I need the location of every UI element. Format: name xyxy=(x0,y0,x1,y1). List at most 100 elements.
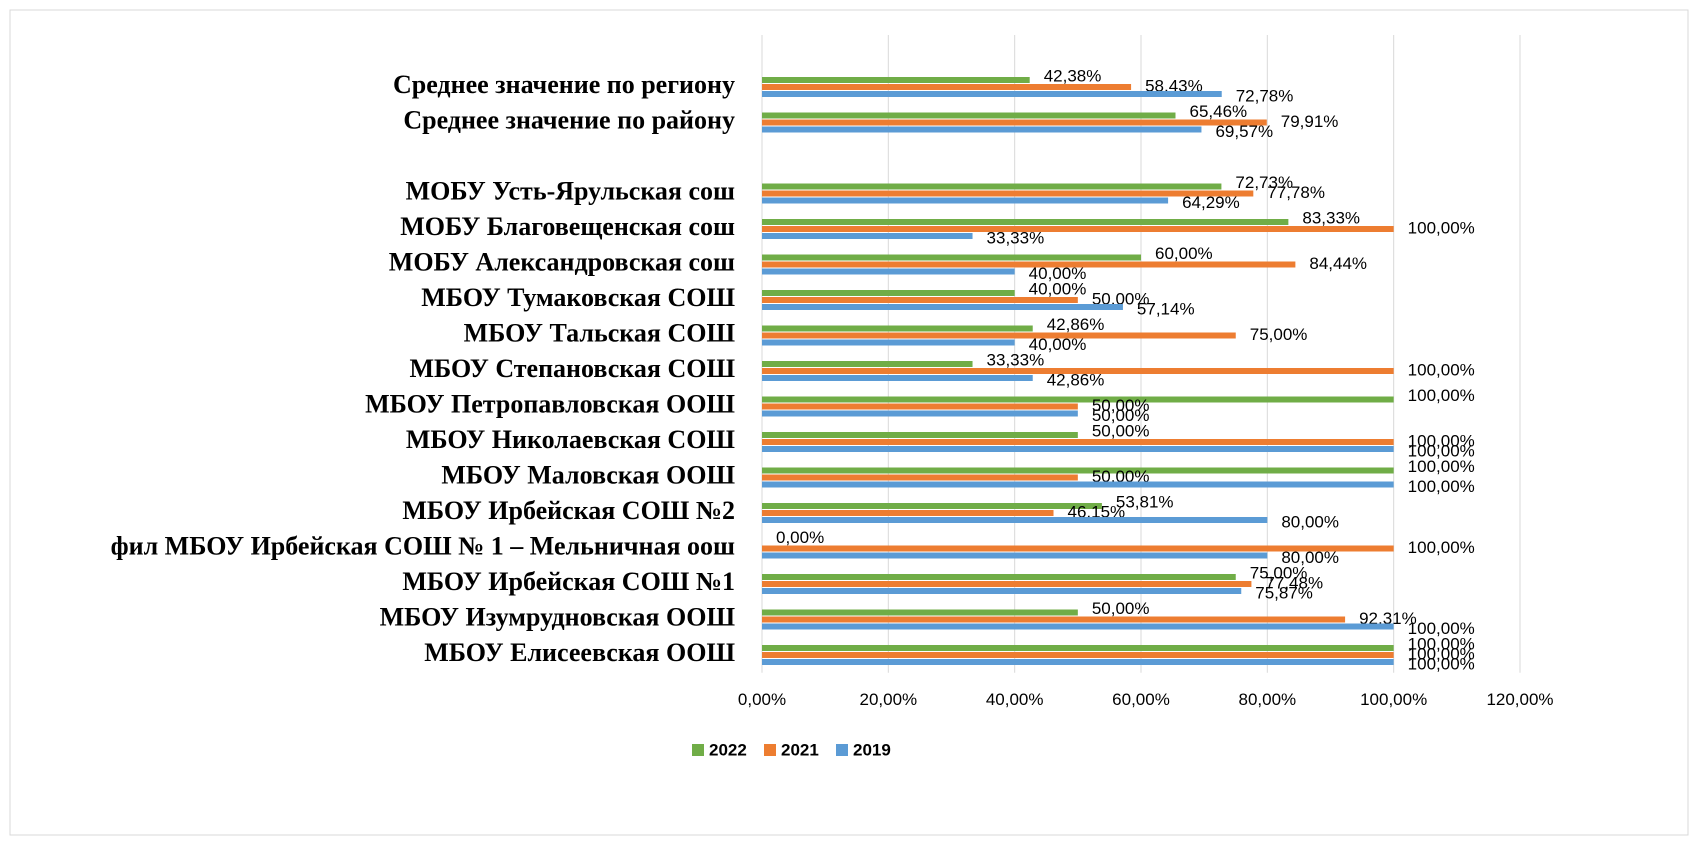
bar xyxy=(762,652,1394,658)
data-label: 64,29% xyxy=(1182,193,1240,212)
bar xyxy=(762,616,1346,623)
legend-label: 2019 xyxy=(853,740,891,759)
data-label: 80,00% xyxy=(1281,512,1339,531)
legend-label: 2022 xyxy=(709,740,747,759)
bar xyxy=(762,261,1296,268)
data-label: 75,87% xyxy=(1255,583,1313,602)
bar xyxy=(762,368,1394,374)
data-label: 40,00% xyxy=(1029,279,1087,298)
bar xyxy=(762,481,1394,488)
bar xyxy=(762,190,1254,197)
x-tick-label: 20,00% xyxy=(859,690,917,709)
y-tick-label: МОБУ Благовещенская сош xyxy=(400,212,735,241)
y-tick-label: МБОУ Тальская СОШ xyxy=(464,318,736,347)
y-tick-label: МБОУ Петропавловская ООШ xyxy=(365,389,735,418)
data-label: 60,00% xyxy=(1155,244,1213,263)
bar xyxy=(762,609,1078,616)
bar xyxy=(762,268,1015,275)
y-tick-label: Среднее значение по региону xyxy=(393,70,735,99)
data-label: 100,00% xyxy=(1408,477,1475,496)
bar xyxy=(762,91,1222,97)
data-label: 79,91% xyxy=(1281,112,1339,131)
bar xyxy=(762,375,1033,381)
data-label: 42,38% xyxy=(1044,66,1102,85)
data-label: 100,00% xyxy=(1408,441,1475,460)
data-label: 75,00% xyxy=(1250,563,1308,582)
bar xyxy=(762,574,1236,580)
data-label: 77,48% xyxy=(1265,573,1323,592)
data-label: 50,00% xyxy=(1092,406,1150,425)
data-label: 50,00% xyxy=(1092,421,1150,440)
y-tick-label: МОБУ Усть-Ярульская сош xyxy=(406,176,735,205)
bar xyxy=(762,588,1242,594)
bar xyxy=(762,254,1141,261)
x-tick-label: 120,00% xyxy=(1486,690,1553,709)
data-label: 50,00% xyxy=(1092,467,1150,486)
chart-frame xyxy=(9,9,1689,836)
data-label: 58,43% xyxy=(1145,76,1203,95)
bar xyxy=(762,304,1123,310)
bar xyxy=(762,325,1033,332)
data-label: 72,78% xyxy=(1236,86,1294,105)
data-label: 40,00% xyxy=(1029,335,1087,354)
bar xyxy=(762,645,1394,651)
data-label: 100,00% xyxy=(1408,634,1475,653)
data-label: 100,00% xyxy=(1408,619,1475,638)
data-label: 33,33% xyxy=(987,350,1045,369)
legend-label: 2021 xyxy=(781,740,819,759)
bar xyxy=(762,339,1015,346)
bar xyxy=(762,510,1054,516)
bar xyxy=(762,552,1268,559)
bar xyxy=(762,126,1202,133)
x-tick-label: 60,00% xyxy=(1112,690,1170,709)
bar xyxy=(762,623,1394,630)
bar xyxy=(762,581,1252,587)
bar xyxy=(762,474,1078,481)
bar xyxy=(762,84,1132,90)
data-label: 100,00% xyxy=(1408,644,1475,663)
data-label: 42,86% xyxy=(1047,370,1105,389)
bar xyxy=(762,545,1394,552)
y-tick-label: Среднее значение по району xyxy=(403,105,735,134)
data-label: 100,00% xyxy=(1408,431,1475,450)
legend-swatch xyxy=(764,744,776,756)
bar xyxy=(762,361,973,367)
data-label: 46,15% xyxy=(1068,502,1126,521)
bar xyxy=(762,517,1268,523)
data-label: 50,00% xyxy=(1092,599,1150,618)
legend-swatch xyxy=(692,744,704,756)
data-label: 69,57% xyxy=(1215,122,1273,141)
x-tick-label: 100,00% xyxy=(1360,690,1427,709)
y-tick-label: МОБУ Александровская сош xyxy=(389,247,735,276)
bar xyxy=(762,219,1289,225)
bar xyxy=(762,410,1078,417)
bar xyxy=(762,233,973,239)
data-label: 84,44% xyxy=(1309,254,1367,273)
data-label: 77,78% xyxy=(1267,183,1325,202)
bar xyxy=(762,332,1236,339)
data-label: 100,00% xyxy=(1408,538,1475,557)
y-tick-label: МБОУ Елисеевская ООШ xyxy=(424,638,735,667)
bar xyxy=(762,77,1030,83)
bar xyxy=(762,439,1394,445)
data-label: 57,14% xyxy=(1137,299,1195,318)
bar xyxy=(762,183,1222,190)
data-label: 92,31% xyxy=(1359,609,1417,628)
data-label: 50,00% xyxy=(1092,289,1150,308)
data-label: 33,33% xyxy=(987,228,1045,247)
bar xyxy=(762,503,1102,509)
y-tick-label: МБОУ Ирбейская СОШ №2 xyxy=(402,496,735,525)
bar xyxy=(762,403,1078,410)
bar xyxy=(762,112,1176,119)
data-label: 75,00% xyxy=(1250,325,1308,344)
bar xyxy=(762,119,1267,126)
data-label: 42,86% xyxy=(1047,315,1105,334)
bar xyxy=(762,467,1394,474)
data-label: 72,73% xyxy=(1235,173,1293,192)
y-tick-label: МБОУ Ирбейская СОШ №1 xyxy=(402,567,735,596)
bar xyxy=(762,290,1015,296)
bar xyxy=(762,226,1394,232)
y-tick-label: МБОУ Тумаковская СОШ xyxy=(421,283,735,312)
x-tick-label: 40,00% xyxy=(986,690,1044,709)
x-tick-label: 0,00% xyxy=(738,690,786,709)
